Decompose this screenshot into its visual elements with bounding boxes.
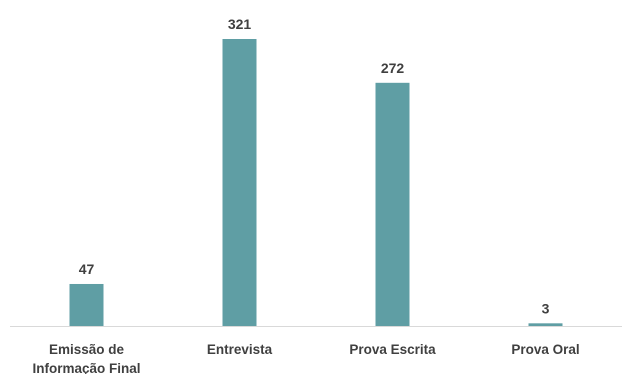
bar-3 bbox=[528, 323, 563, 326]
category-label-0: Emissão de Informação Final bbox=[32, 342, 140, 374]
category-label-2: Prova Escrita bbox=[349, 342, 436, 357]
category-labels-group: Emissão de Informação Final Entrevista Prov… bbox=[32, 342, 579, 374]
data-label-3: 3 bbox=[542, 300, 550, 316]
category-label-2-line-0: Prova Escrita bbox=[349, 342, 436, 357]
data-label-2: 272 bbox=[381, 60, 405, 76]
bar-0 bbox=[69, 283, 104, 326]
bar-2 bbox=[375, 82, 410, 326]
category-label-0-line-0: Emissão de bbox=[49, 342, 125, 357]
category-label-3-line-0: Prova Oral bbox=[511, 342, 579, 357]
category-label-1-line-0: Entrevista bbox=[207, 342, 273, 357]
category-label-0-line-1: Informação Final bbox=[32, 361, 140, 374]
data-labels-group: 47 321 272 3 bbox=[79, 16, 550, 316]
bars-group bbox=[69, 39, 563, 326]
bar-1 bbox=[222, 39, 257, 326]
category-label-3: Prova Oral bbox=[511, 342, 579, 357]
data-label-1: 321 bbox=[228, 16, 252, 32]
category-label-1: Entrevista bbox=[207, 342, 273, 357]
data-label-0: 47 bbox=[79, 261, 95, 277]
